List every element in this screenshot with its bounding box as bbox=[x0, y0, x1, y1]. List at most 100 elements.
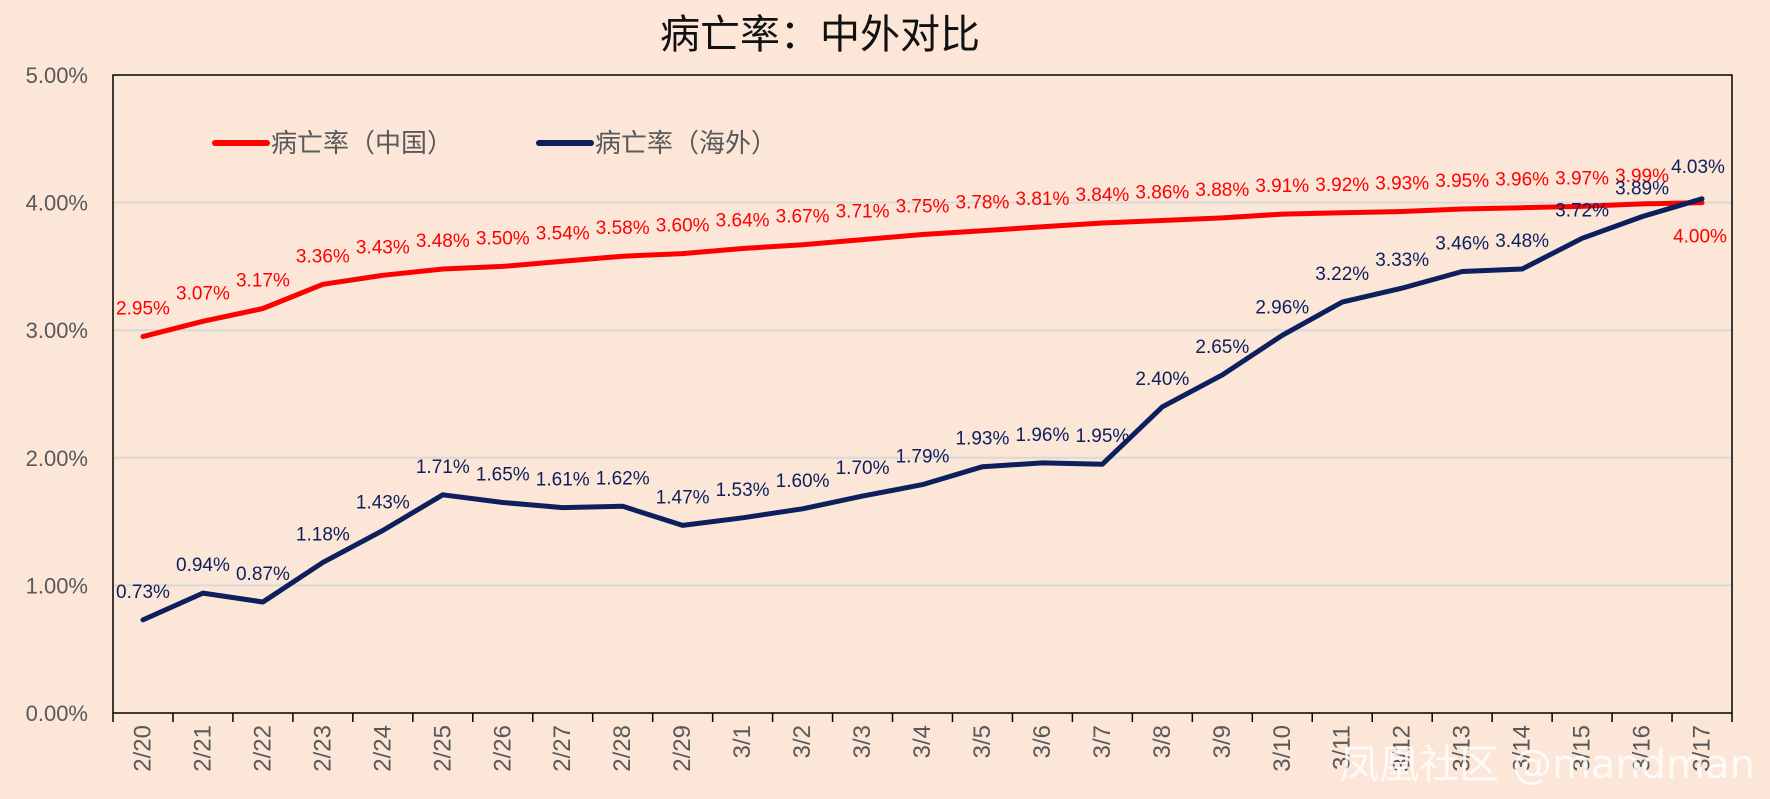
x-tick-label: 2/26 bbox=[489, 725, 516, 772]
data-label-overseas: 1.65% bbox=[476, 464, 530, 485]
x-tick-label: 3/9 bbox=[1209, 725, 1236, 758]
data-label-china: 3.60% bbox=[656, 216, 710, 237]
x-tick-label: 3/17 bbox=[1689, 725, 1716, 772]
legend: 病亡率（中国） 病亡率（海外） bbox=[212, 129, 777, 159]
data-label-china: 3.96% bbox=[1495, 170, 1549, 191]
data-label-china: 3.92% bbox=[1315, 175, 1369, 196]
x-tick-label: 3/4 bbox=[909, 725, 936, 758]
data-label-overseas: 1.60% bbox=[776, 471, 830, 492]
gridlines bbox=[113, 201, 1732, 587]
data-label-overseas: 1.47% bbox=[656, 487, 710, 508]
series-line-china bbox=[140, 200, 1705, 340]
data-label-china: 3.71% bbox=[836, 202, 890, 223]
y-tick-label: 3.00% bbox=[26, 318, 88, 343]
data-label-overseas: 1.95% bbox=[1075, 426, 1129, 447]
y-tick-label: 2.00% bbox=[26, 446, 88, 471]
data-label-overseas: 1.79% bbox=[896, 447, 950, 468]
x-tick-label: 3/15 bbox=[1569, 725, 1596, 772]
data-label-overseas: 3.89% bbox=[1615, 179, 1669, 200]
data-label-china: 3.58% bbox=[596, 218, 650, 239]
y-tick-label: 4.00% bbox=[26, 191, 88, 216]
x-tick-label: 2/23 bbox=[309, 725, 336, 772]
data-label-overseas: 1.96% bbox=[1015, 425, 1069, 446]
data-label-overseas: 2.96% bbox=[1255, 297, 1309, 318]
x-tick-label: 2/27 bbox=[549, 725, 576, 772]
x-tick-label: 3/13 bbox=[1449, 725, 1476, 772]
data-label-overseas: 0.94% bbox=[176, 555, 230, 576]
data-label-overseas: 1.53% bbox=[716, 480, 770, 501]
data-label-china: 3.43% bbox=[356, 237, 410, 258]
data-label-overseas: 0.87% bbox=[236, 564, 290, 585]
data-label-overseas: 3.72% bbox=[1555, 200, 1609, 221]
data-label-overseas: 1.61% bbox=[536, 470, 590, 491]
x-tick-label: 2/21 bbox=[189, 725, 216, 772]
data-label-overseas: 2.40% bbox=[1135, 369, 1189, 390]
data-label-china: 3.86% bbox=[1135, 182, 1189, 203]
data-label-china: 3.81% bbox=[1015, 189, 1069, 210]
legend-label: 病亡率（海外） bbox=[595, 129, 777, 159]
data-label-overseas: 1.18% bbox=[296, 524, 350, 545]
data-label-china: 3.91% bbox=[1255, 176, 1309, 197]
data-label-china: 3.64% bbox=[716, 211, 770, 232]
x-tick-label: 3/10 bbox=[1269, 725, 1296, 772]
data-label-overseas: 1.71% bbox=[416, 457, 470, 478]
data-label-china: 3.88% bbox=[1195, 180, 1249, 201]
y-tick-label: 1.00% bbox=[26, 573, 88, 598]
data-label-overseas: 3.46% bbox=[1435, 234, 1489, 255]
x-tick-label: 3/16 bbox=[1629, 725, 1656, 772]
data-label-overseas: 3.33% bbox=[1375, 250, 1429, 271]
x-tick-label: 2/22 bbox=[249, 725, 276, 772]
data-label-china: 4.00% bbox=[1673, 227, 1727, 248]
x-tick-label: 2/28 bbox=[609, 725, 636, 772]
data-label-china: 3.93% bbox=[1375, 174, 1429, 195]
data-label-overseas: 1.62% bbox=[596, 468, 650, 489]
x-tick-label: 3/1 bbox=[729, 725, 756, 758]
x-tick-label: 3/3 bbox=[849, 725, 876, 758]
data-label-china: 3.54% bbox=[536, 223, 590, 244]
x-tick-label: 2/20 bbox=[129, 725, 156, 772]
x-tick-label: 3/11 bbox=[1329, 725, 1356, 770]
data-label-china: 3.99% bbox=[1615, 166, 1669, 187]
x-tick-label: 3/7 bbox=[1089, 725, 1116, 758]
data-label-china: 3.78% bbox=[956, 193, 1010, 214]
data-label-china: 3.50% bbox=[476, 228, 530, 249]
data-label-overseas: 1.43% bbox=[356, 493, 410, 514]
data-label-overseas: 3.22% bbox=[1315, 264, 1369, 285]
series-line-overseas bbox=[140, 196, 1705, 623]
x-tick-label: 3/5 bbox=[969, 725, 996, 758]
data-label-china: 3.07% bbox=[176, 283, 230, 304]
x-tick-label: 3/14 bbox=[1509, 725, 1536, 772]
data-label-overseas: 3.48% bbox=[1495, 231, 1549, 252]
x-tick-label: 3/12 bbox=[1389, 725, 1416, 772]
x-tick-label: 2/24 bbox=[369, 725, 396, 772]
x-tick-label: 2/25 bbox=[429, 725, 456, 772]
x-tick-label: 2/29 bbox=[669, 725, 696, 772]
data-label-china: 3.95% bbox=[1435, 171, 1489, 192]
y-tick-label: 0.00% bbox=[26, 701, 88, 726]
data-label-china: 3.17% bbox=[236, 271, 290, 292]
y-tick-label: 5.00% bbox=[26, 63, 88, 88]
data-label-overseas: 4.03% bbox=[1671, 157, 1725, 178]
x-axis: 2/20 2/21 2/22 2/23 2/24 2/25 2/26 2/27 2/28 2/29… bbox=[112, 713, 1733, 772]
data-label-china: 3.67% bbox=[776, 207, 830, 228]
data-label-overseas: 1.93% bbox=[956, 429, 1010, 450]
legend-label: 病亡率（中国） bbox=[271, 129, 453, 159]
x-tick-label: 3/8 bbox=[1149, 725, 1176, 758]
data-label-overseas: 2.65% bbox=[1195, 337, 1249, 358]
plot-area-frame bbox=[112, 74, 1733, 714]
data-label-china: 3.36% bbox=[296, 246, 350, 267]
data-label-china: 3.97% bbox=[1555, 168, 1609, 189]
data-label-china: 2.95% bbox=[116, 299, 170, 320]
y-axis: 0.00% 1.00% 2.00% 3.00% 4.00% 5.00% bbox=[26, 63, 88, 726]
data-label-overseas: 0.73% bbox=[116, 582, 170, 603]
x-tick-label: 3/6 bbox=[1029, 725, 1056, 758]
data-label-overseas: 1.70% bbox=[836, 458, 890, 479]
x-tick-label: 3/2 bbox=[789, 725, 816, 758]
series-lines bbox=[140, 196, 1705, 623]
data-labels: 2.95% 3.07% 3.17% 3.36% 3.43% 3.48% 3.50% 3.54%… bbox=[116, 157, 1727, 603]
data-label-china: 3.84% bbox=[1075, 185, 1129, 206]
data-label-china: 3.48% bbox=[416, 231, 470, 252]
chart-title: 病亡率：中外对比 bbox=[660, 12, 980, 58]
data-label-china: 3.75% bbox=[896, 197, 950, 218]
